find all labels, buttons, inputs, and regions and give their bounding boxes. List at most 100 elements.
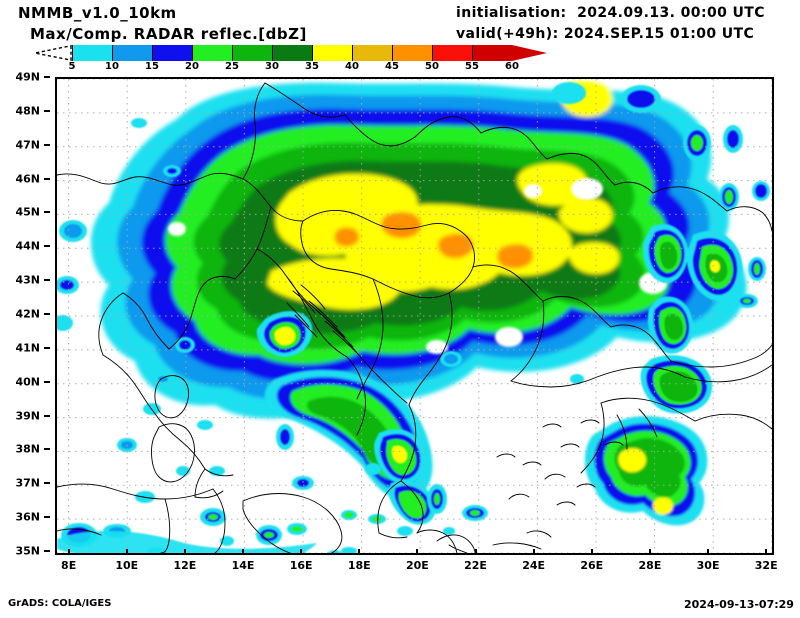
lat-tick-38N <box>44 448 50 451</box>
coastlines-and-borders <box>57 82 772 553</box>
lat-tick-48N <box>44 109 50 112</box>
lon-label-20E: 20E <box>405 559 429 572</box>
lat-tick-46N <box>44 177 50 180</box>
lat-label-41N: 41N <box>15 341 40 355</box>
lat-label-42N: 42N <box>15 307 40 321</box>
lon-tick-24E <box>532 549 535 555</box>
colorbar-band-6 <box>312 45 352 61</box>
lat-tick-45N <box>44 211 50 214</box>
lon-tick-30E <box>707 549 710 555</box>
lat-label-40N: 40N <box>15 375 40 389</box>
colorbar-tick-30: 30 <box>265 61 279 72</box>
colorbar-tick-25: 25 <box>225 61 239 72</box>
lon-tick-18E <box>358 549 361 555</box>
lat-label-45N: 45N <box>15 205 40 219</box>
initialisation-time: initialisation: 2024.09.13. 00:00 UTC <box>456 5 765 21</box>
colorbar-band-10 <box>472 45 512 61</box>
colorbar-tick-60: 60 <box>505 61 519 72</box>
lat-label-49N: 49N <box>15 70 40 84</box>
lon-tick-26E <box>590 549 593 555</box>
lat-label-36N: 36N <box>15 510 40 524</box>
lat-tick-47N <box>44 143 50 146</box>
lat-label-47N: 47N <box>15 138 40 152</box>
colorbar-tick-45: 45 <box>385 61 399 72</box>
lat-tick-40N <box>44 380 50 383</box>
lon-tick-28E <box>648 549 651 555</box>
lat-tick-37N <box>44 482 50 485</box>
colorbar-tick-5: 5 <box>68 61 76 72</box>
colorbar-band-0 <box>72 45 112 61</box>
precip-west-fringe <box>57 118 181 331</box>
radar-reflectivity-field <box>57 79 772 553</box>
colorbar-band-5 <box>272 45 312 61</box>
lon-label-14E: 14E <box>231 559 255 572</box>
colorbar-overflow-arrow-icon <box>512 45 547 61</box>
lat-tick-44N <box>44 245 50 248</box>
lat-label-46N: 46N <box>15 172 40 186</box>
lat-tick-42N <box>44 313 50 315</box>
lat-tick-43N <box>44 279 50 282</box>
lat-label-44N: 44N <box>15 239 40 253</box>
lon-label-24E: 24E <box>522 559 546 572</box>
lon-tick-8E <box>67 549 70 555</box>
map-plot-area <box>55 77 774 555</box>
lat-label-39N: 39N <box>15 409 40 423</box>
colorbar-band-4 <box>232 45 272 61</box>
precip-tyrrhenian-scatter <box>117 337 447 553</box>
colorbar-band-9 <box>432 45 472 61</box>
lat-tick-35N <box>44 550 50 552</box>
generation-timestamp: 2024-09-13-07:29 <box>684 598 794 611</box>
colorbar-tick-55: 55 <box>465 61 479 72</box>
model-title: NMMB_v1.0_10km <box>18 4 177 22</box>
lon-label-28E: 28E <box>638 559 662 572</box>
lon-label-16E: 16E <box>289 559 313 572</box>
colorbar-tick-15: 15 <box>145 61 159 72</box>
lon-label-32E: 32E <box>754 559 778 572</box>
precip-marmara-cells <box>552 82 770 308</box>
lat-label-48N: 48N <box>15 104 40 118</box>
lon-tick-14E <box>242 549 245 555</box>
colorbar-band-2 <box>152 45 192 61</box>
lon-label-10E: 10E <box>115 559 139 572</box>
lat-tick-49N <box>44 76 50 78</box>
lon-label-18E: 18E <box>347 559 371 572</box>
lat-tick-39N <box>44 414 50 417</box>
lat-label-37N: 37N <box>15 476 40 490</box>
field-title: Max/Comp. RADAR reflec.[dbZ] <box>30 25 307 43</box>
valid-time: valid(+49h): 2024.SEP.15 01:00 UTC <box>456 26 755 42</box>
longitude-axis: 8E 10E 12E 14E 16E 18E 20E 22E 24E 26E 28E 30E 32E <box>57 549 778 577</box>
latitude-axis: 49N 48N 47N 46N 45N 44N 43N 42N 41N 40N 39N 38N 37N 3… <box>0 71 50 558</box>
graticule <box>57 79 772 553</box>
lat-label-38N: 38N <box>15 442 40 456</box>
colorbar-band-3 <box>192 45 232 61</box>
lat-tick-41N <box>44 346 50 349</box>
lon-label-26E: 26E <box>580 559 604 572</box>
colorbar-tick-35: 35 <box>305 61 319 72</box>
precip-black-sea-cells <box>640 224 743 414</box>
colorbar: 5 10 15 20 25 30 35 40 45 50 55 60 <box>34 44 564 72</box>
lon-tick-12E <box>183 549 186 555</box>
lon-label-22E: 22E <box>464 559 487 572</box>
lat-label-35N: 35N <box>15 544 40 558</box>
lat-label-43N: 43N <box>15 273 40 287</box>
colorbar-band-8 <box>392 45 432 61</box>
lon-tick-16E <box>300 549 303 555</box>
colorbar-underflow-arrow-icon <box>34 45 72 61</box>
lon-tick-32E <box>765 549 768 555</box>
colorbar-band-1 <box>112 45 152 61</box>
precip-aegean-scatter <box>388 335 605 536</box>
precip-anatolia-cluster <box>584 416 708 526</box>
colorbar-tick-10: 10 <box>105 61 119 72</box>
colorbar-bands <box>72 45 512 61</box>
lon-label-30E: 30E <box>696 559 720 572</box>
lon-tick-22E <box>474 549 477 555</box>
colorbar-band-7 <box>352 45 392 61</box>
lon-label-12E: 12E <box>173 559 197 572</box>
colorbar-tick-20: 20 <box>185 61 199 72</box>
lon-tick-20E <box>416 549 419 555</box>
colorbar-tick-50: 50 <box>425 61 439 72</box>
precip-croatia-coast-cell <box>256 311 313 357</box>
colorbar-tick-40: 40 <box>345 61 359 72</box>
source-credit: GrADS: COLA/IGES <box>8 598 112 609</box>
